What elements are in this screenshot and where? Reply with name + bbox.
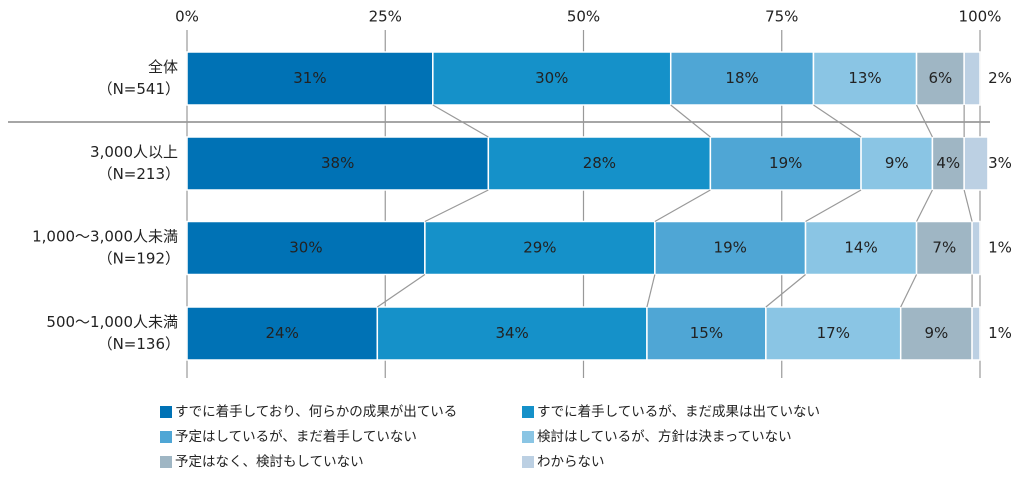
x-tick-label: 100% (959, 8, 1002, 26)
bar-segment (804, 220, 918, 276)
connector (900, 274, 918, 308)
bar-segment (487, 136, 712, 191)
bar-segment (860, 136, 934, 191)
value-label: 14% (844, 239, 877, 257)
connector (916, 104, 933, 138)
x-tick-label: 25% (369, 8, 402, 26)
legend-swatch (160, 456, 172, 468)
value-label: 9% (924, 324, 948, 342)
bar-segment (654, 220, 807, 276)
connector (376, 274, 426, 308)
category-note: （N=136） (98, 335, 180, 353)
bar-segment (424, 220, 656, 276)
category-note: （N=192） (98, 250, 180, 268)
bar-segment (963, 136, 989, 191)
value-label: 30% (289, 239, 322, 257)
bar-segment (376, 306, 648, 361)
value-label: 3% (988, 154, 1012, 172)
connector (805, 189, 862, 223)
bar-segment (915, 51, 965, 106)
value-label: 1% (988, 239, 1012, 257)
value-label: 19% (714, 239, 747, 257)
value-label: 18% (725, 69, 758, 87)
bar-segment (971, 306, 981, 361)
connector (654, 189, 711, 223)
bar-segment (931, 136, 965, 191)
bar-segment (709, 136, 862, 191)
legend-label: 検討はしているが、方針は決まっていない (537, 429, 792, 445)
category-label: 500～1,000人未満 (46, 313, 178, 331)
connector (424, 189, 489, 223)
legend-swatch (522, 406, 534, 418)
value-label: 4% (936, 154, 960, 172)
value-label: 7% (932, 239, 956, 257)
x-tick-label: 75% (765, 8, 798, 26)
value-label: 31% (293, 69, 326, 87)
connector (646, 274, 656, 308)
value-label: 34% (495, 324, 528, 342)
category-label: 3,000人以上 (90, 143, 178, 161)
value-label: 24% (265, 324, 298, 342)
value-label: 19% (769, 154, 802, 172)
legend-swatch (160, 406, 172, 418)
connector (432, 104, 489, 138)
connector (765, 274, 806, 308)
value-label: 6% (928, 69, 952, 87)
category-note: （N=541） (98, 80, 180, 98)
connector (813, 104, 862, 138)
connector (670, 104, 711, 138)
value-label: 9% (885, 154, 909, 172)
legend-swatch (160, 431, 172, 443)
category-label: 1,000～3,000人未満 (32, 228, 178, 246)
value-label: 30% (535, 69, 568, 87)
bar-segment (186, 136, 490, 191)
x-tick-label: 50% (567, 8, 600, 26)
value-label: 15% (690, 324, 723, 342)
legend-swatch (522, 431, 534, 443)
value-label: 38% (321, 154, 354, 172)
x-tick-label: 0% (175, 8, 199, 26)
value-label: 28% (583, 154, 616, 172)
bar-segment (186, 51, 434, 106)
legend-swatch (522, 456, 534, 468)
value-label: 2% (988, 69, 1012, 87)
connector (916, 189, 933, 222)
bar-segment (646, 306, 767, 361)
bar-segment (812, 51, 918, 106)
bar-segment (963, 51, 981, 106)
category-label: 全体 (148, 58, 178, 76)
value-label: 13% (848, 69, 881, 87)
connector (963, 189, 973, 222)
legend-label: 予定はしているが、まだ着手していない (175, 428, 417, 445)
category-note: （N=213） (98, 165, 180, 183)
value-label: 1% (988, 324, 1012, 342)
legend-label: わからない (537, 454, 605, 470)
legend-label: すでに着手しており、何らかの成果が出ている (175, 403, 457, 420)
legend-label: 予定はなく、検討もしていない (175, 454, 364, 470)
legend-label: すでに着手しているが、まだ成果は出ていない (537, 403, 820, 420)
value-label: 29% (523, 239, 556, 257)
bar-segment (186, 220, 426, 276)
value-label: 17% (817, 324, 850, 342)
bar-segment (971, 220, 981, 276)
